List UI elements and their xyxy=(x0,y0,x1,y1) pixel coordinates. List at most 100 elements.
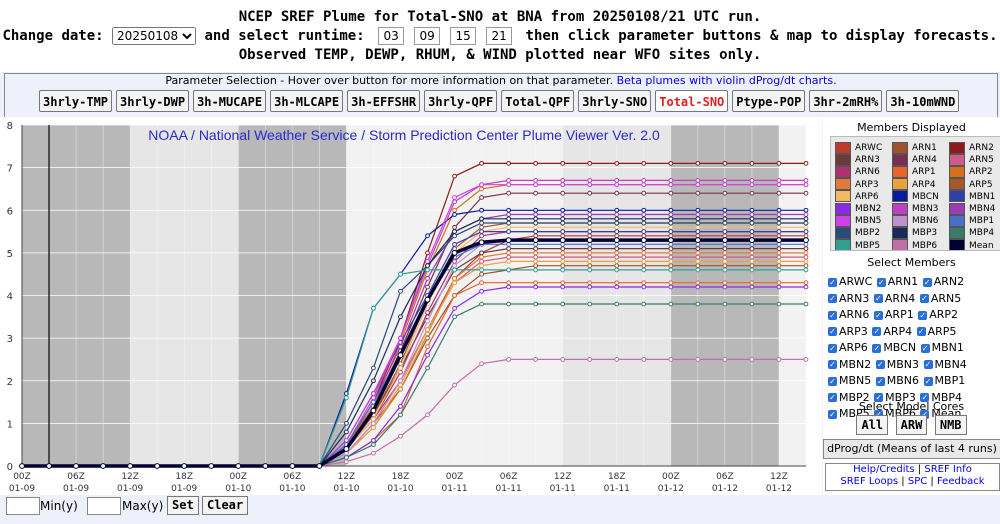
member-checkbox-arn2[interactable]: ✓ ARN2 xyxy=(922,275,965,288)
checkbox-icon[interactable]: ✓ xyxy=(874,409,884,419)
member-checkbox-mbn2[interactable]: ✓ MBN2 xyxy=(828,358,871,371)
param-button-total-sno[interactable]: Total-SNO xyxy=(655,90,729,112)
data-point-mbn3 xyxy=(749,178,755,183)
member-checkbox-mbn1[interactable]: ✓ MBN1 xyxy=(920,341,964,354)
param-button-3hrly-dwp[interactable]: 3hrly-DWP xyxy=(116,90,190,112)
param-button-3hrly-tmp[interactable]: 3hrly-TMP xyxy=(39,90,113,112)
checkbox-icon[interactable]: ✓ xyxy=(872,327,882,336)
runtime-15-input[interactable]: 15 xyxy=(450,27,477,45)
data-point-arwc xyxy=(668,233,674,239)
data-point-arn1 xyxy=(533,263,539,269)
checkbox-icon[interactable]: ✓ xyxy=(922,277,932,287)
data-point-mbn3 xyxy=(560,178,566,183)
date-select[interactable]: 20250108 xyxy=(112,27,197,45)
data-point-mean xyxy=(721,237,728,243)
member-checkbox-mbp3[interactable]: ✓ MBP3 xyxy=(874,391,916,404)
member-checkbox-mbn6[interactable]: ✓ MBN6 xyxy=(875,374,919,387)
checkbox-icon[interactable]: ✓ xyxy=(919,294,929,303)
data-point-arp1 xyxy=(560,280,566,286)
param-button-total-qpf[interactable]: Total-QPF xyxy=(501,90,575,112)
max-y-input[interactable] xyxy=(87,497,121,515)
runtime-03-input[interactable]: 03 xyxy=(378,27,405,45)
member-checkbox-mbcn[interactable]: ✓ MBCN xyxy=(872,341,916,354)
min-y-input[interactable] xyxy=(6,497,40,515)
plume-chart[interactable]: 0 1 2 3 4 5 6 7 8 00Z 01-09 06Z 01-09 12Z 01-09 18Z 01-0… xyxy=(0,117,822,495)
checkbox-icon[interactable]: ✓ xyxy=(923,360,933,369)
dprog-dt-button[interactable]: dProg/dt (Means of last 4 runs) xyxy=(823,439,1000,459)
param-button-3hrly-sno[interactable]: 3hrly-SNO xyxy=(578,90,652,112)
checkbox-icon[interactable]: ✓ xyxy=(920,393,930,402)
legend-swatch xyxy=(892,153,908,166)
member-checkbox-arp5[interactable]: ✓ ARP5 xyxy=(916,325,956,338)
checkbox-icon[interactable]: ✓ xyxy=(876,277,886,287)
data-point-mbn2 xyxy=(614,284,620,290)
member-checkbox-mbp1[interactable]: ✓ MBP1 xyxy=(923,374,965,387)
data-point-arp4 xyxy=(479,263,484,269)
member-checkbox-arp4[interactable]: ✓ ARP4 xyxy=(872,325,912,338)
checkbox-icon[interactable]: ✓ xyxy=(920,343,930,353)
member-checkbox-arn4[interactable]: ✓ ARN4 xyxy=(873,292,915,305)
member-checkbox-arp3[interactable]: ✓ ARP3 xyxy=(828,325,868,338)
legend-label: ARP2 xyxy=(969,167,993,178)
member-checkbox-mbn4[interactable]: ✓ MBN4 xyxy=(923,358,967,371)
member-checkbox-arn6[interactable]: ✓ ARN6 xyxy=(828,308,869,321)
checkbox-icon[interactable]: ✓ xyxy=(916,327,926,336)
core-arw-button[interactable]: ARW xyxy=(895,415,928,435)
checkbox-icon[interactable]: ✓ xyxy=(873,310,883,320)
member-checkbox-arn5[interactable]: ✓ ARN5 xyxy=(919,292,961,305)
sref-info-link[interactable]: SREF Info xyxy=(924,464,972,475)
checkbox-icon[interactable]: ✓ xyxy=(918,310,928,320)
param-button-3hrly-qpf[interactable]: 3hrly-QPF xyxy=(424,90,498,112)
checkbox-icon[interactable]: ✓ xyxy=(873,294,883,303)
param-button-ptype-pop[interactable]: Ptype-POP xyxy=(732,90,806,112)
member-checkbox-arwc[interactable]: ✓ ARWC xyxy=(828,275,872,288)
feedback-link[interactable]: Feedback xyxy=(936,476,985,487)
data-point-mbp3 xyxy=(533,216,539,222)
checkbox-icon[interactable]: ✓ xyxy=(828,327,837,336)
param-button-3hr-2mrh-[interactable]: 3hr-2mRH% xyxy=(809,90,883,112)
x-tick-date: 01-11 xyxy=(550,484,576,494)
member-checkbox-arp6[interactable]: ✓ ARP6 xyxy=(828,341,868,354)
param-button-3h-mucape[interactable]: 3h-MUCAPE xyxy=(193,90,267,112)
param-button-3h-effshr[interactable]: 3h-EFFSHR xyxy=(347,90,421,112)
checkbox-icon[interactable]: ✓ xyxy=(828,409,837,419)
data-point-arp6 xyxy=(560,224,566,230)
runtime-21-input[interactable]: 21 xyxy=(486,27,513,45)
checkbox-icon[interactable]: ✓ xyxy=(828,343,837,353)
core-all-button[interactable]: All xyxy=(856,415,889,435)
sref-loops-link[interactable]: SREF Loops xyxy=(840,476,899,487)
member-checkbox-arp1[interactable]: ✓ ARP1 xyxy=(873,308,914,321)
set-button[interactable]: Set xyxy=(167,496,199,515)
member-checkbox-mbn3[interactable]: ✓ MBN3 xyxy=(875,358,919,371)
beta-plumes-link[interactable]: Beta plumes with violin dProg/dt charts. xyxy=(616,74,837,87)
clear-button[interactable]: Clear xyxy=(202,496,249,515)
checkbox-icon[interactable]: ✓ xyxy=(875,376,885,386)
checkbox-icon[interactable]: ✓ xyxy=(828,393,837,402)
member-label: ARN2 xyxy=(933,275,965,288)
member-checkbox-arn1[interactable]: ✓ ARN1 xyxy=(876,275,918,288)
checkbox-icon[interactable]: ✓ xyxy=(828,294,837,303)
core-nmb-button[interactable]: NMB xyxy=(934,415,967,435)
checkbox-icon[interactable]: ✓ xyxy=(872,343,882,353)
param-button-3h-mlcape[interactable]: 3h-MLCAPE xyxy=(270,90,344,112)
checkbox-icon[interactable]: ✓ xyxy=(828,360,837,369)
member-checkbox-mbp2[interactable]: ✓ MBP2 xyxy=(828,391,870,404)
data-point-arn2 xyxy=(695,160,701,166)
checkbox-icon[interactable]: ✓ xyxy=(875,360,885,369)
data-point-mbp5 xyxy=(587,267,593,273)
checkbox-icon[interactable]: ✓ xyxy=(828,310,837,320)
help-credits-link[interactable]: Help/Credits xyxy=(853,464,915,475)
checkbox-icon[interactable]: ✓ xyxy=(828,376,837,386)
member-checkbox-arn3[interactable]: ✓ ARN3 xyxy=(828,292,869,305)
checkbox-icon[interactable]: ✓ xyxy=(828,277,837,287)
param-button-3h-10mwnd[interactable]: 3h-10mWND xyxy=(886,90,960,112)
checkbox-icon[interactable]: ✓ xyxy=(920,409,930,419)
spc-link[interactable]: SPC xyxy=(907,476,928,487)
member-checkbox-mbp4[interactable]: ✓ MBP4 xyxy=(920,391,962,404)
member-checkbox-mbn5[interactable]: ✓ MBN5 xyxy=(828,374,871,387)
runtime-09-input[interactable]: 09 xyxy=(414,27,441,45)
checkbox-icon[interactable]: ✓ xyxy=(923,376,933,386)
data-point-mbp4 xyxy=(533,301,539,307)
member-checkbox-arp2[interactable]: ✓ ARP2 xyxy=(918,308,958,321)
checkbox-icon[interactable]: ✓ xyxy=(874,393,884,402)
